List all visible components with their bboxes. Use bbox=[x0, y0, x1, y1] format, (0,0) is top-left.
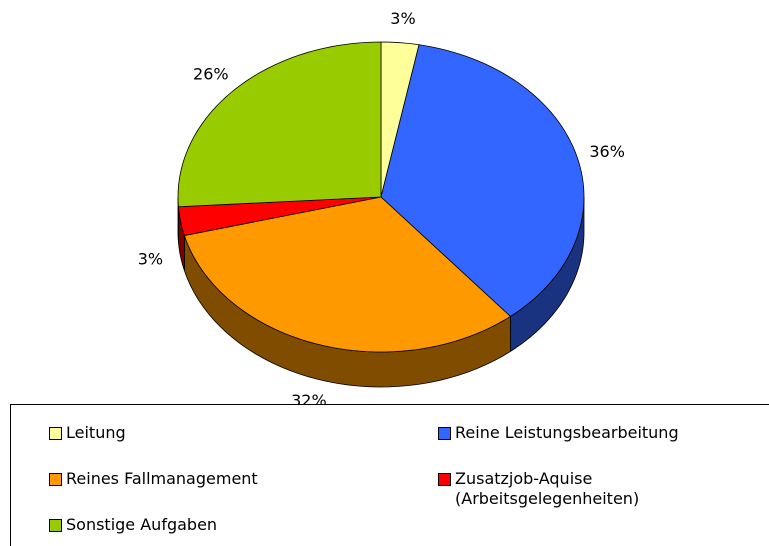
legend-label: Reine Leistungsbearbeitung bbox=[455, 423, 679, 442]
data-label: 3% bbox=[138, 249, 163, 268]
data-label: 36% bbox=[589, 142, 625, 161]
legend-label: Leitung bbox=[66, 423, 126, 442]
legend: Leitung Reine Leistungsbearbeitung Reines … bbox=[10, 404, 769, 546]
slice bbox=[177, 196, 382, 237]
legend-label: Reines Fallmanagement bbox=[66, 469, 258, 488]
data-label: 32% bbox=[291, 391, 327, 404]
chart: 3% 36% 32% 3% 26% bbox=[138, 9, 625, 404]
legend-swatch bbox=[49, 427, 62, 440]
legend-entry: Leitung bbox=[49, 423, 126, 443]
data-label: 3% bbox=[390, 9, 415, 28]
legend-swatch bbox=[49, 519, 62, 532]
legend-entry: Zusatzjob-Aquise (Arbeitsgelegenheiten) bbox=[438, 469, 639, 509]
legend-swatch bbox=[49, 473, 62, 486]
slice bbox=[380, 44, 585, 317]
legend-label: Zusatzjob-Aquise (Arbeitsgelegenheiten) bbox=[455, 469, 640, 508]
legend-swatch bbox=[438, 473, 451, 486]
legend-entry: Sonstige Aufgaben bbox=[49, 515, 217, 535]
legend-label: Sonstige Aufgaben bbox=[66, 515, 218, 534]
legend-entry: Reines Fallmanagement bbox=[49, 469, 258, 489]
legend-entry: Reine Leistungsbearbeitung bbox=[438, 423, 679, 443]
legend-swatch bbox=[438, 427, 451, 440]
data-label: 26% bbox=[193, 64, 229, 83]
slice bbox=[177, 41, 382, 208]
slice bbox=[183, 196, 512, 353]
